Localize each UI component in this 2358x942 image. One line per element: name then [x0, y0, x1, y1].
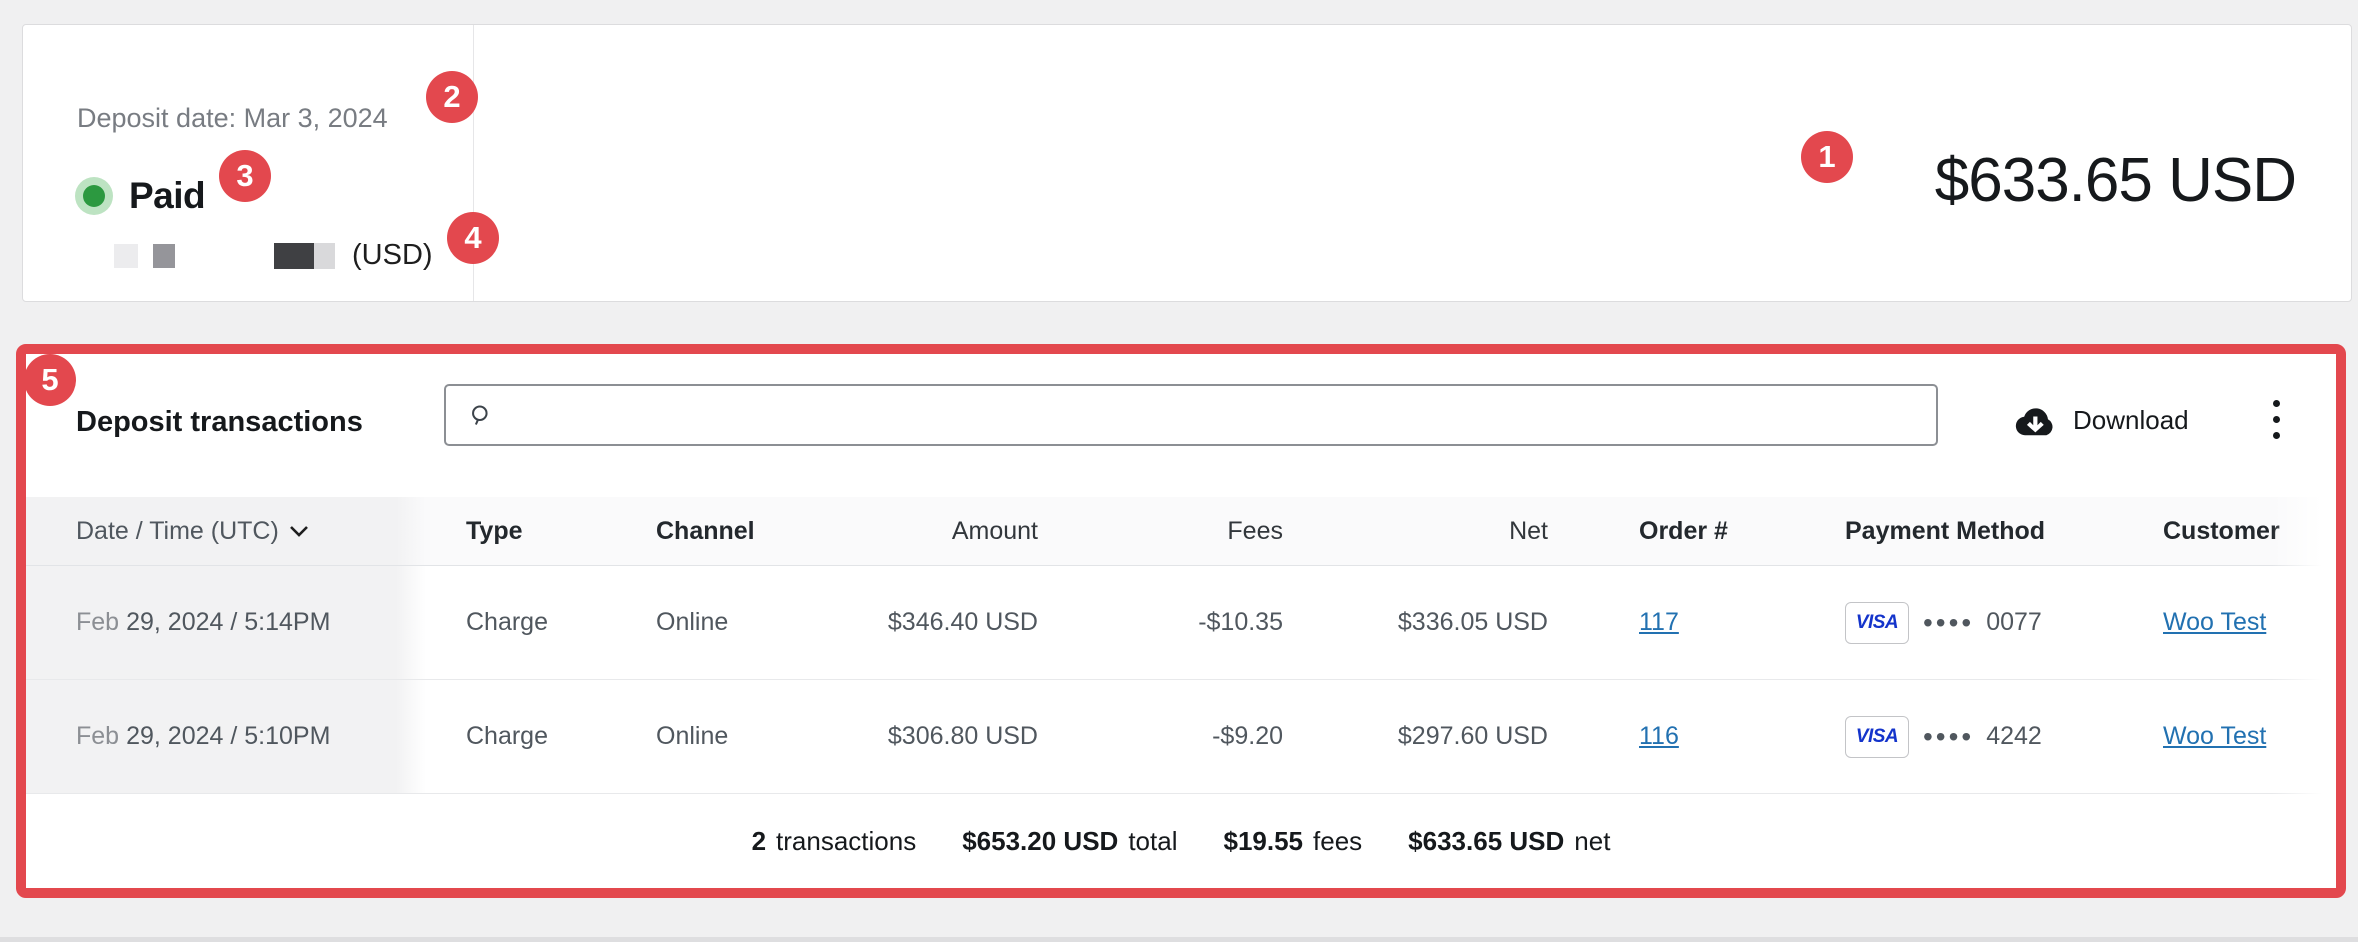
cell-date: Feb 29, 2024 / 5:14PM: [26, 566, 426, 679]
cell-payment-method: VISA •••• 4242: [1786, 680, 2116, 793]
account-currency-label: (USD): [352, 239, 433, 271]
cell-customer: Woo Test: [2116, 566, 2336, 679]
annotation-badge-4: 4: [447, 212, 499, 264]
cell-fees: -$10.35: [1198, 608, 1283, 636]
column-header-channel: Channel: [656, 516, 755, 545]
summary-total: $653.20 USD total: [962, 825, 1178, 856]
cell-fees: -$9.20: [1212, 722, 1283, 750]
panel-title: Deposit transactions: [76, 406, 363, 438]
search-input[interactable]: [509, 386, 1936, 444]
cell-customer: Woo Test: [2116, 680, 2336, 793]
window-bottom-edge: [0, 937, 2358, 942]
cell-amount: $346.40 USD: [887, 608, 1038, 636]
annotation-badge-1: 1: [1801, 131, 1853, 183]
order-link[interactable]: 116: [1639, 722, 1679, 750]
redacted-account-number-tail: [314, 242, 335, 269]
summary-divider: [473, 25, 474, 301]
card-masked-dots: ••••: [1923, 606, 1975, 638]
cell-payment-method: VISA •••• 0077: [1786, 566, 2116, 679]
deposit-total-amount: $633.65 USD: [1934, 146, 2297, 215]
column-header-type: Type: [466, 516, 523, 545]
chevron-down-icon: [289, 526, 308, 537]
customer-link[interactable]: Woo Test: [2163, 608, 2267, 636]
status-label: Paid: [129, 175, 206, 216]
ellipsis-vertical-icon: [2272, 399, 2280, 407]
cloud-download-icon: [2015, 408, 2053, 436]
summary-fees: $19.55 fees: [1223, 825, 1363, 856]
table-summary-footer: 2 transactions $653.20 USD total $19.55 …: [26, 794, 2336, 888]
annotation-badge-3: 3: [219, 150, 271, 202]
order-link[interactable]: 117: [1639, 608, 1679, 636]
redacted-bank-name: [153, 243, 175, 268]
search-icon: [472, 404, 488, 425]
summary-net: $633.65 USD net: [1408, 825, 1611, 856]
column-header-date-sort[interactable]: Date / Time (UTC): [26, 497, 426, 565]
cell-order: 116: [1556, 680, 1786, 793]
column-header-customer: Customer: [2163, 516, 2280, 545]
summary-transactions-count: 2 transactions: [751, 825, 917, 856]
customer-link[interactable]: Woo Test: [2163, 722, 2267, 750]
status-dot-icon: [75, 177, 113, 215]
more-options-button[interactable]: [2252, 390, 2300, 448]
cell-channel: Online: [656, 608, 729, 636]
cell-date: Feb 29, 2024 / 5:10PM: [26, 680, 426, 793]
column-header-net: Net: [1509, 516, 1548, 545]
cell-channel: Online: [656, 722, 729, 750]
column-header-fees: Fees: [1227, 516, 1283, 545]
visa-card-icon: VISA: [1845, 601, 1909, 644]
column-header-order: Order #: [1639, 516, 1728, 545]
transactions-toolbar: Deposit transactions Download: [26, 354, 2336, 497]
download-label: Download: [2073, 404, 2189, 435]
cell-net: $297.60 USD: [1397, 722, 1548, 750]
card-masked-dots: ••••: [1923, 720, 1975, 752]
download-button[interactable]: Download: [2014, 394, 2189, 446]
annotation-badge-5: 5: [24, 354, 76, 406]
redacted-account-number: [274, 242, 314, 269]
table-row: Feb 29, 2024 / 5:10PM Charge Online $306…: [26, 680, 2336, 794]
annotation-badge-2: 2: [426, 71, 478, 123]
cell-type: Charge: [466, 722, 548, 750]
deposit-bank-account: (USD): [114, 239, 433, 272]
table-header-row: Date / Time (UTC) Type Channel Amount Fe…: [26, 497, 2336, 566]
column-header-amount: Amount: [951, 516, 1038, 545]
card-last4: 0077: [1986, 608, 2042, 636]
deposit-date-text: Deposit date: Mar 3, 2024: [77, 103, 388, 133]
deposit-summary-card: Deposit date: Mar 3, 2024 Paid (USD) $63…: [22, 24, 2352, 302]
table-row: Feb 29, 2024 / 5:14PM Charge Online $346…: [26, 566, 2336, 680]
deposit-status: Paid: [75, 175, 206, 217]
cell-amount: $306.80 USD: [887, 722, 1038, 750]
search-box[interactable]: [444, 384, 1938, 446]
redacted-bank-icon: [114, 243, 138, 268]
card-last4: 4242: [1986, 722, 2042, 750]
cell-order: 117: [1556, 566, 1786, 679]
cell-type: Charge: [466, 608, 548, 636]
column-header-payment-method: Payment Method: [1845, 516, 2046, 545]
visa-card-icon: VISA: [1845, 715, 1909, 758]
deposit-transactions-panel: Deposit transactions Download Date / Tim…: [16, 344, 2346, 898]
cell-net: $336.05 USD: [1397, 608, 1548, 636]
